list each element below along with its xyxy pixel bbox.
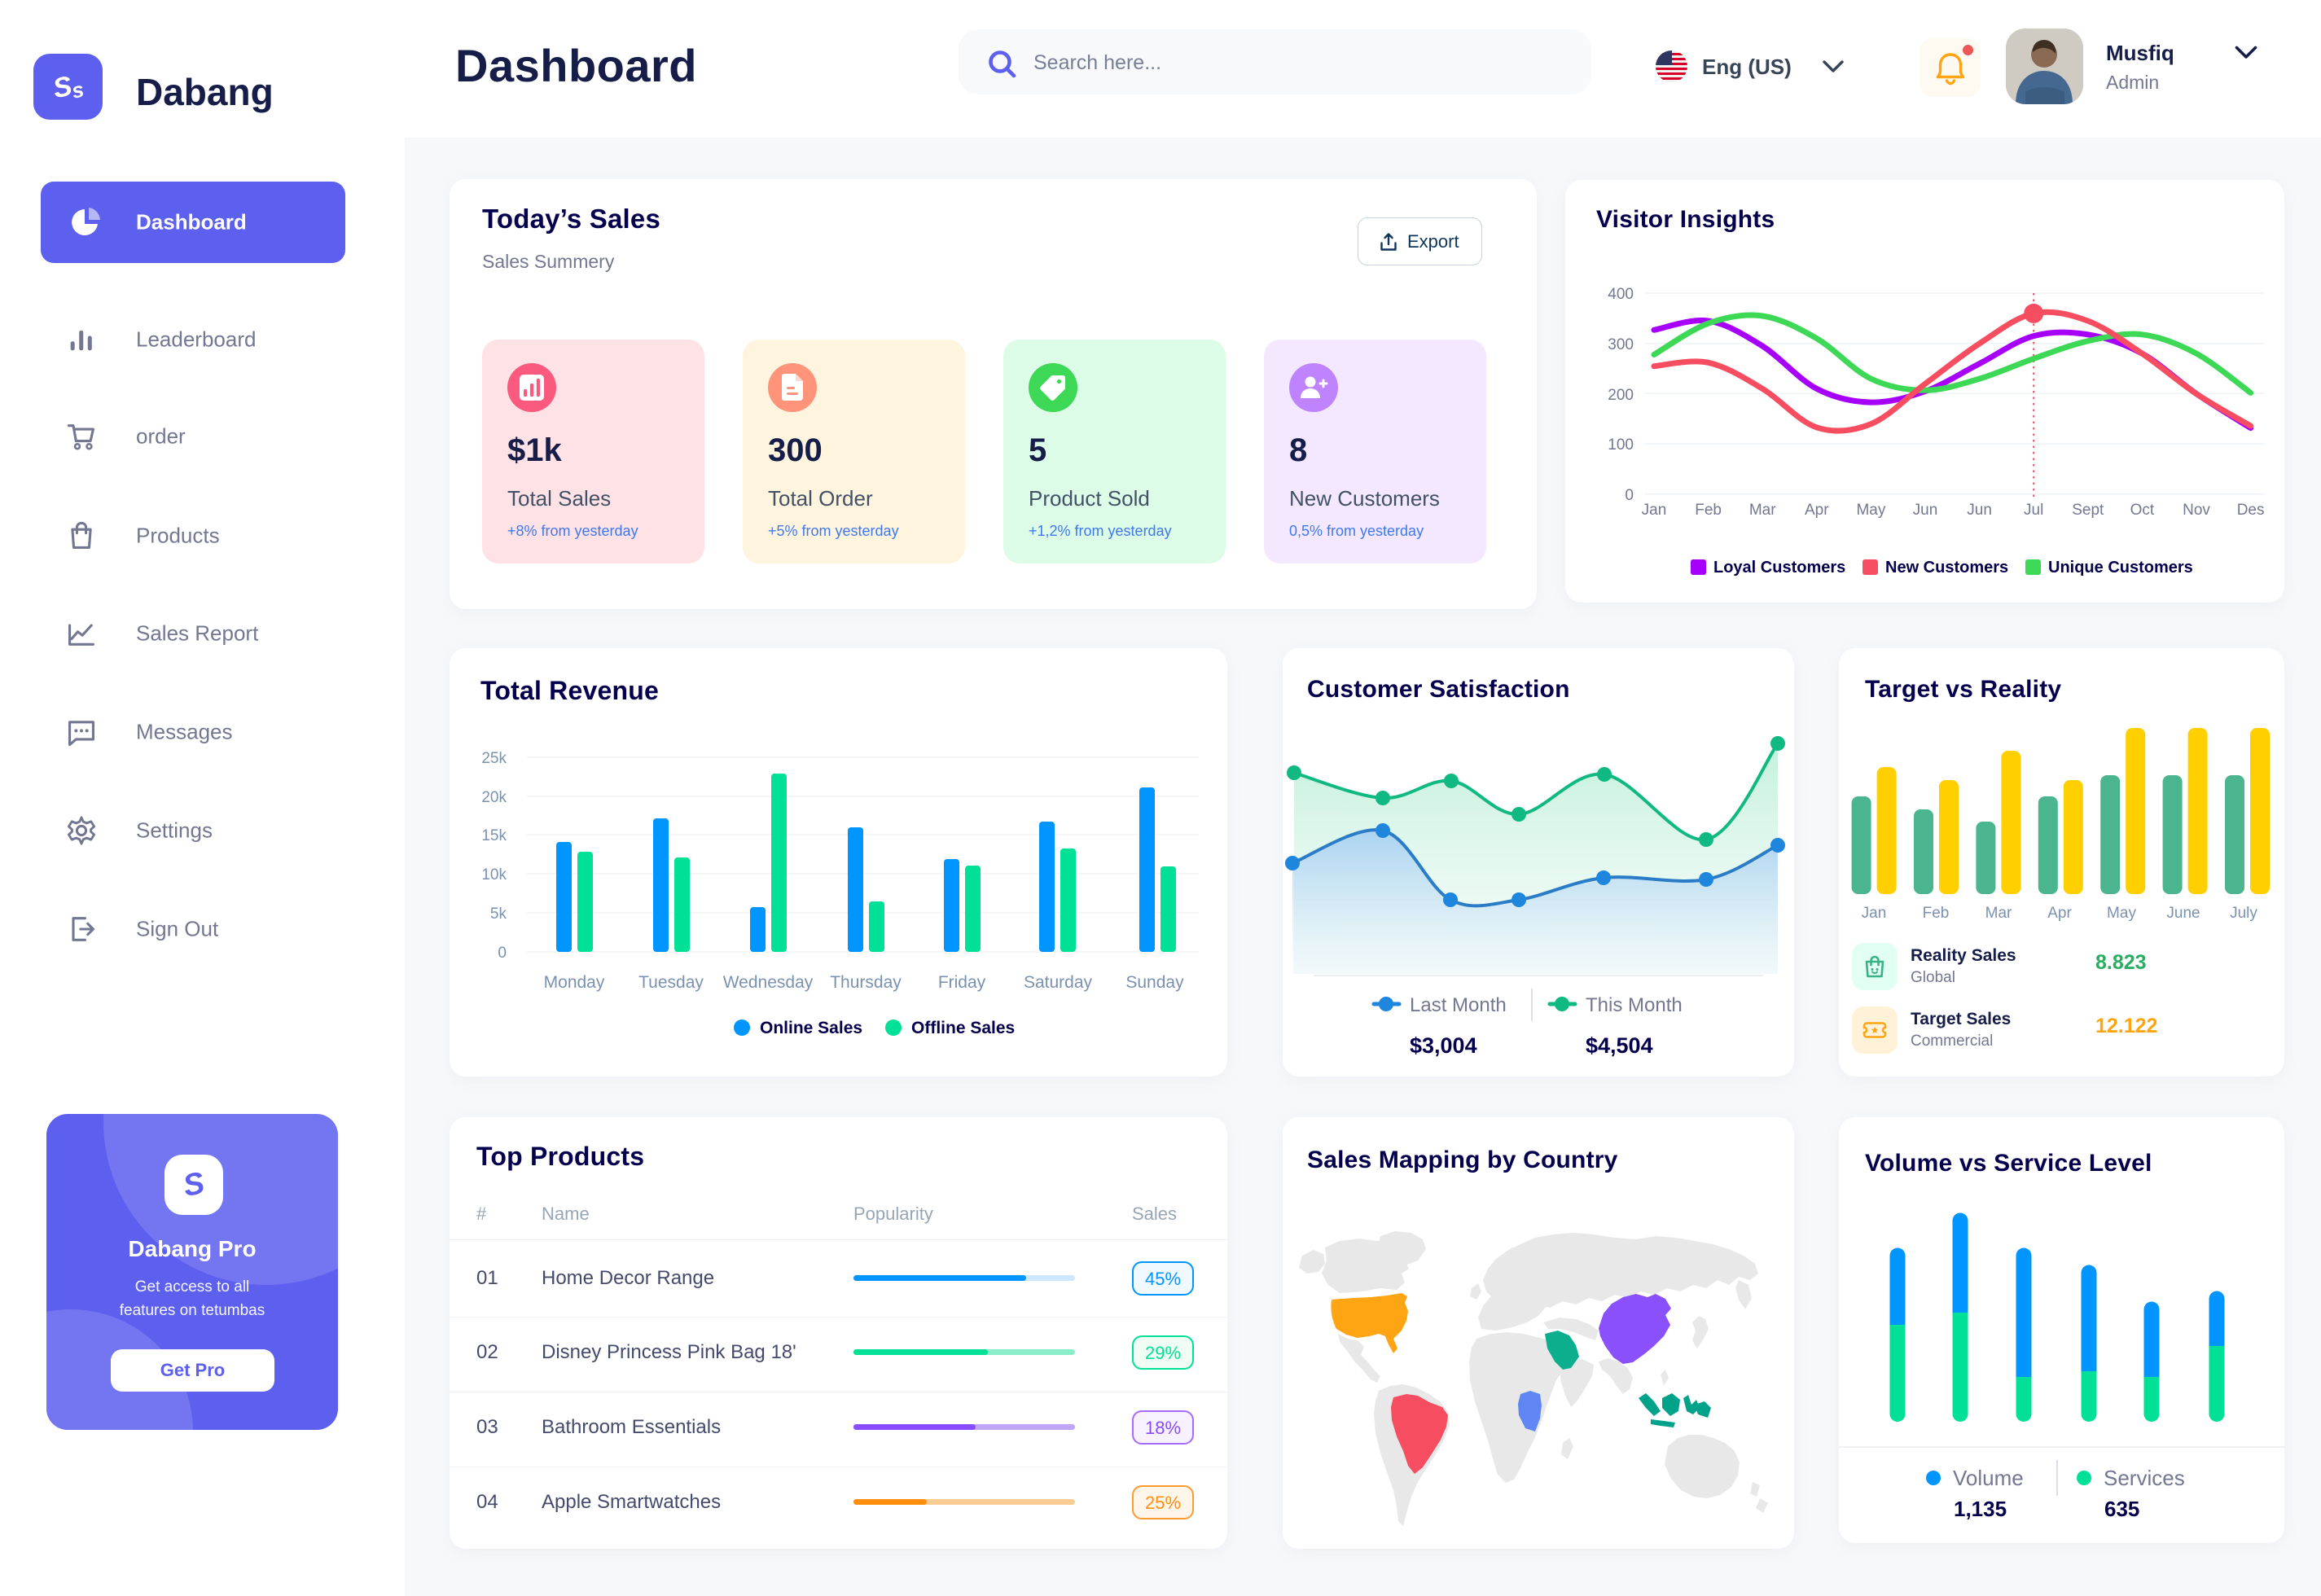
svg-text:Jan: Jan	[1862, 905, 1887, 922]
svg-text:Wednesday: Wednesday	[723, 973, 814, 992]
svg-text:Last Month: Last Month	[1410, 994, 1507, 1016]
svg-text:Mar: Mar	[1749, 502, 1776, 519]
svg-text:Saturday: Saturday	[1024, 973, 1093, 992]
svg-text:0: 0	[1625, 487, 1634, 504]
svg-text:Sunday: Sunday	[1125, 973, 1184, 992]
svg-text:Des: Des	[2237, 502, 2265, 519]
svg-text:Jun: Jun	[1967, 502, 1992, 519]
svg-text:Volume: Volume	[1953, 1466, 2024, 1490]
svg-text:Oct: Oct	[2130, 502, 2155, 519]
svg-text:635: 635	[2104, 1497, 2139, 1521]
svg-text:Apr: Apr	[1805, 502, 1829, 519]
svg-text:Online Sales: Online Sales	[760, 1019, 862, 1037]
svg-text:10k: 10k	[481, 866, 507, 884]
svg-text:Jul: Jul	[2024, 502, 2043, 519]
svg-text:5k: 5k	[490, 905, 507, 923]
svg-text:June: June	[2166, 905, 2200, 922]
svg-text:1,135: 1,135	[1954, 1497, 2007, 1521]
svg-text:Unique Customers: Unique Customers	[2048, 559, 2193, 577]
svg-text:Sept: Sept	[2072, 502, 2104, 519]
svg-text:25k: 25k	[481, 750, 507, 767]
svg-text:Feb: Feb	[1923, 905, 1950, 922]
svg-text:Friday: Friday	[938, 973, 986, 992]
svg-text:400: 400	[1608, 286, 1634, 303]
svg-text:Jun: Jun	[1913, 502, 1938, 519]
svg-text:Tuesday: Tuesday	[638, 973, 704, 992]
svg-text:200: 200	[1608, 387, 1634, 404]
svg-text:Apr: Apr	[2047, 905, 2072, 922]
svg-text:20k: 20k	[481, 789, 507, 806]
svg-text:$4,504: $4,504	[1586, 1033, 1653, 1058]
svg-text:300: 300	[1608, 336, 1634, 353]
svg-text:$3,004: $3,004	[1410, 1033, 1477, 1058]
svg-text:0: 0	[498, 945, 507, 962]
svg-text:Monday: Monday	[544, 973, 605, 992]
svg-text:July: July	[2230, 905, 2257, 922]
svg-text:15k: 15k	[481, 827, 507, 844]
svg-text:May: May	[2107, 905, 2136, 922]
svg-text:Thursday: Thursday	[830, 973, 902, 992]
svg-text:Jan: Jan	[1642, 502, 1667, 519]
svg-text:Offline Sales: Offline Sales	[911, 1019, 1015, 1037]
svg-text:Loyal Customers: Loyal Customers	[1713, 559, 1845, 577]
svg-text:Nov: Nov	[2183, 502, 2210, 519]
svg-text:Feb: Feb	[1695, 502, 1722, 519]
svg-text:100: 100	[1608, 436, 1634, 454]
svg-text:New Customers: New Customers	[1885, 559, 2008, 577]
svg-text:Mar: Mar	[1985, 905, 2012, 922]
svg-text:This Month: This Month	[1586, 994, 1683, 1016]
svg-text:Services: Services	[2104, 1466, 2185, 1490]
svg-text:May: May	[1856, 502, 1885, 519]
